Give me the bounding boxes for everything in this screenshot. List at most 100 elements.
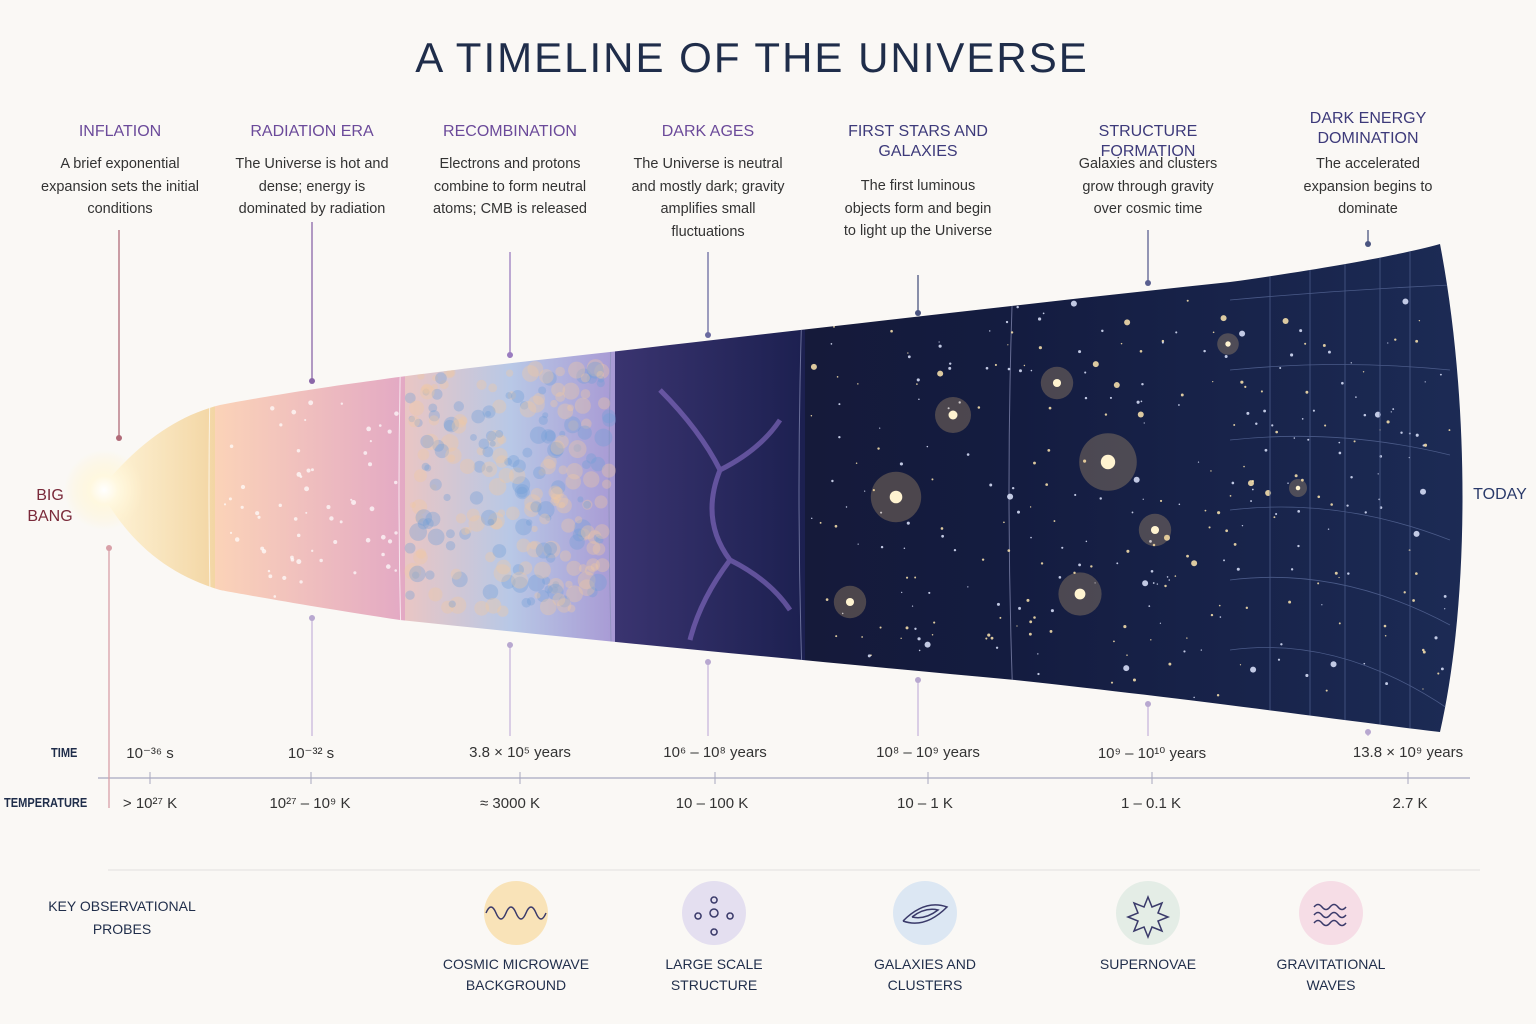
cmb-texture (485, 597, 502, 614)
spark (270, 406, 275, 411)
star (949, 676, 951, 678)
star (855, 462, 858, 465)
star (1203, 349, 1206, 353)
cmb-texture (530, 488, 543, 501)
cmb-texture (566, 463, 583, 480)
cmb-texture (409, 400, 425, 416)
star (931, 633, 934, 636)
star (1236, 567, 1240, 571)
star (1037, 653, 1039, 655)
star (1113, 382, 1120, 389)
star (1005, 320, 1009, 324)
galaxy (1295, 485, 1301, 491)
spark (267, 569, 271, 573)
star (996, 602, 1000, 606)
spark (387, 539, 393, 544)
cmb-texture (565, 580, 573, 589)
cmb-texture (515, 518, 532, 536)
cmb-texture (464, 526, 472, 534)
connector-dot (1145, 701, 1151, 707)
cmb-texture (431, 388, 443, 400)
cmb-texture (592, 542, 606, 556)
star (1204, 509, 1207, 512)
star (1049, 629, 1053, 633)
star (901, 591, 903, 594)
star (1220, 315, 1227, 322)
temperature-value: 2.7 K (1392, 795, 1428, 812)
cmb-texture (521, 597, 532, 608)
star (1083, 459, 1087, 463)
star (1174, 575, 1177, 577)
star (1255, 422, 1258, 425)
star (1384, 634, 1387, 637)
star (1197, 461, 1200, 463)
star (867, 654, 871, 658)
cmb-texture (558, 465, 568, 475)
star (1443, 594, 1447, 598)
star (1017, 510, 1020, 514)
cmb-texture (581, 418, 592, 430)
spark (369, 506, 375, 512)
cmb-texture (576, 368, 592, 384)
star (1229, 494, 1232, 497)
star (1338, 441, 1341, 444)
star (1178, 404, 1180, 406)
star (937, 370, 944, 377)
cmb-texture (497, 605, 509, 617)
cmb-texture (574, 516, 583, 524)
cmb-texture (459, 416, 468, 425)
star (1402, 298, 1409, 305)
probe-name: GALAXIES AND CLUSTERS (874, 956, 976, 993)
star (1193, 696, 1195, 699)
era-name: RECOMBINATION (443, 123, 577, 140)
star (1439, 373, 1442, 376)
star (880, 545, 884, 549)
star (1212, 331, 1215, 334)
cmb-texture (455, 513, 467, 524)
star (1434, 636, 1438, 640)
spark (387, 429, 392, 434)
cmb-texture (469, 491, 484, 505)
star (1246, 411, 1250, 415)
star (1415, 339, 1419, 343)
star (1050, 609, 1054, 613)
cmb-texture (404, 542, 416, 554)
cmb-texture (577, 571, 596, 590)
star (914, 576, 917, 579)
star (989, 330, 991, 332)
star (810, 363, 817, 370)
spark (311, 549, 314, 552)
star (1028, 632, 1032, 636)
cmb-texture (557, 403, 574, 420)
cmb-texture (512, 564, 524, 576)
star (918, 398, 920, 400)
cmb-texture (547, 441, 564, 459)
star (1247, 480, 1254, 487)
cmb-texture (587, 530, 602, 544)
cmb-texture (545, 553, 556, 563)
cmb-texture (461, 526, 470, 536)
star (1383, 624, 1387, 628)
star (1200, 649, 1202, 651)
spark (308, 400, 314, 406)
star (1120, 342, 1123, 345)
star (995, 685, 999, 688)
star (890, 329, 893, 333)
star (1301, 418, 1304, 420)
star (941, 534, 945, 538)
star (1385, 682, 1389, 686)
cmb-texture (542, 576, 551, 585)
star (1180, 393, 1184, 397)
cmb-texture (451, 571, 468, 588)
cmb-texture (421, 462, 430, 471)
star (1290, 353, 1294, 357)
star (985, 637, 988, 640)
cmb-texture (478, 438, 490, 450)
cmb-texture (542, 371, 557, 386)
cmb-texture (568, 440, 587, 459)
star (1029, 506, 1032, 508)
cmb-texture (540, 458, 556, 475)
star (1126, 654, 1128, 656)
star (1231, 481, 1235, 485)
spark (234, 537, 240, 542)
